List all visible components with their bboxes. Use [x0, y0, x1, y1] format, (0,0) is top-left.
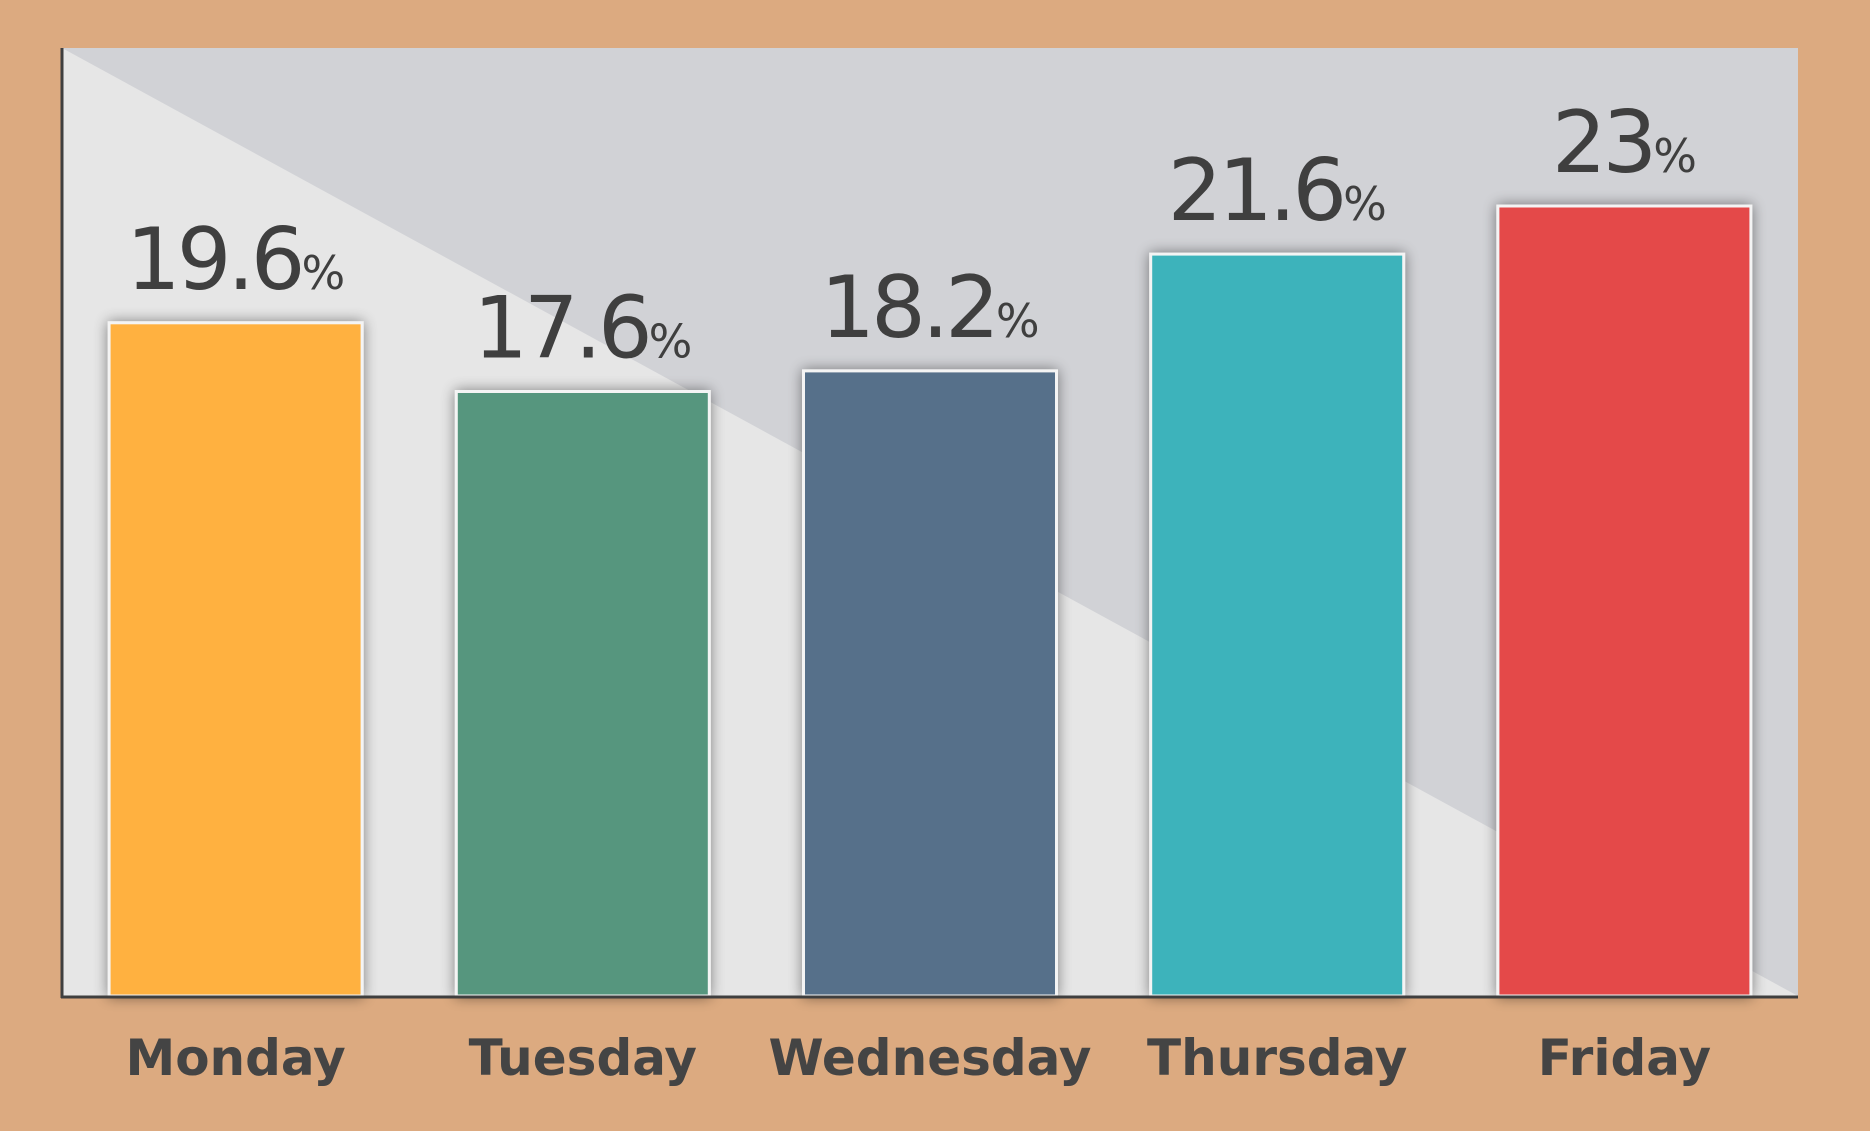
value-unit: % — [301, 246, 345, 300]
bar-wednesday — [802, 369, 1058, 998]
value-labels-group: 19.6%17.6% 18.2%21.6%23% — [126, 93, 1697, 379]
bar-monday — [107, 321, 364, 998]
value-label-friday: 23% — [1552, 93, 1697, 193]
value-label-thursday: 21.6% — [1168, 141, 1387, 241]
value-unit: % — [649, 315, 693, 369]
category-labels-group: Monday Tuesday Wednesday Thursday Friday — [125, 1029, 1711, 1087]
bar-tuesday — [454, 390, 711, 998]
value-number: 18.2 — [820, 258, 995, 358]
value-number: 19.6 — [126, 210, 301, 310]
value-number: 21.6 — [1168, 141, 1343, 241]
value-label-monday: 19.6% — [126, 210, 345, 310]
value-label-tuesday: 17.6% — [473, 279, 692, 379]
value-unit: % — [1653, 129, 1697, 183]
value-unit: % — [996, 294, 1040, 348]
bar-thursday — [1149, 252, 1406, 998]
category-label-friday: Friday — [1538, 1029, 1711, 1087]
value-label-wednesday: 18.2% — [820, 258, 1039, 358]
category-label-monday: Monday — [125, 1029, 345, 1087]
value-number: 23 — [1552, 93, 1653, 193]
category-label-thursday: Thursday — [1147, 1029, 1407, 1087]
value-number: 17.6 — [473, 279, 648, 379]
category-label-tuesday: Tuesday — [469, 1029, 697, 1087]
bars-group — [107, 204, 1753, 998]
bar-friday — [1496, 204, 1753, 998]
category-label-wednesday: Wednesday — [769, 1029, 1092, 1087]
value-unit: % — [1343, 177, 1387, 231]
